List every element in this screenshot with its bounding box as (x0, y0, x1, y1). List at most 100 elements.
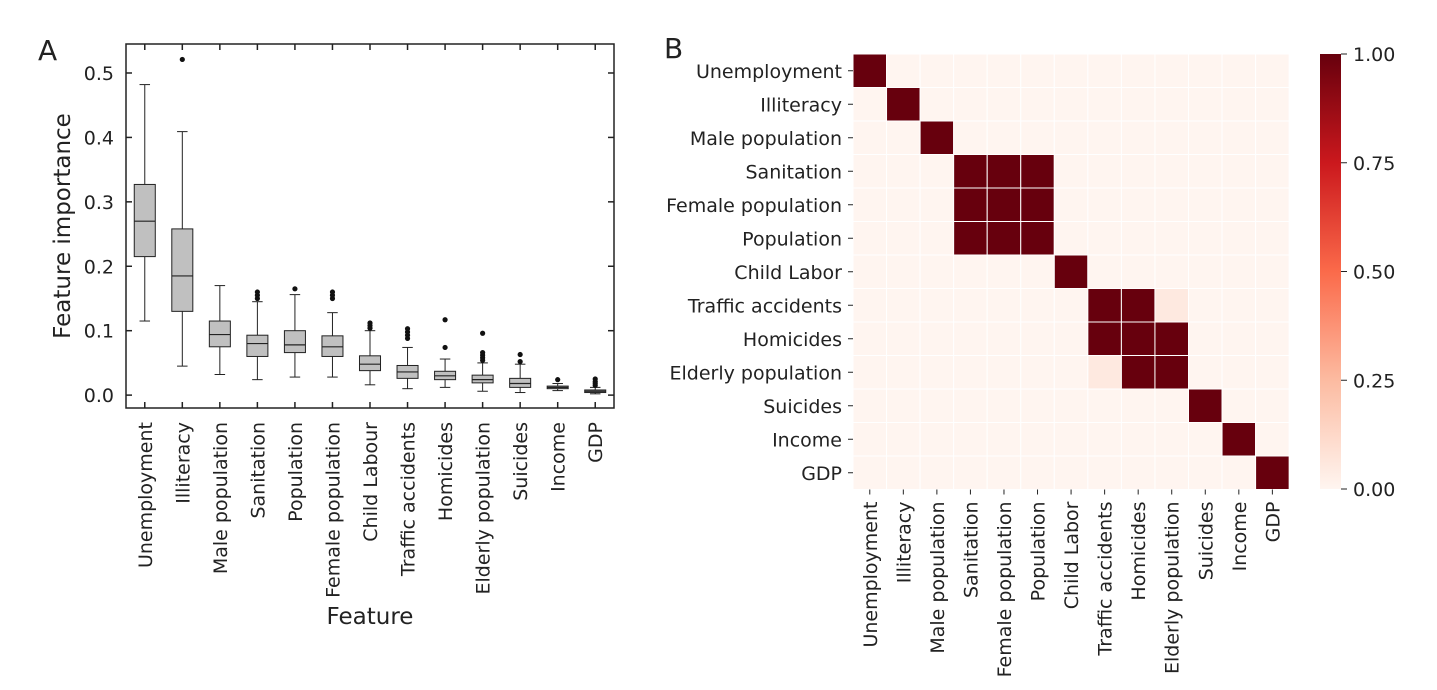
heatmap-cell (919, 120, 955, 155)
box-5 (321, 289, 344, 378)
outlier-point (442, 317, 448, 323)
heatmap-cell (1053, 254, 1089, 289)
y-tick-label: Female population (666, 195, 842, 217)
outlier-point (292, 286, 298, 292)
x-tick-label: Traffic accidents (398, 422, 420, 577)
heatmap-cell (986, 120, 1022, 155)
panel-b-x-labels: Unemployment Illiteracy Male population San… (860, 489, 1284, 677)
x-tick-label: Suicides (1195, 502, 1217, 581)
outlier-point (517, 359, 523, 365)
heatmap-cell (886, 422, 921, 457)
heatmap-cell (1120, 355, 1156, 390)
heatmap-cell (1221, 355, 1257, 390)
heatmap-cell (1053, 455, 1089, 490)
y-tick-label: Population (742, 228, 842, 250)
heatmap-cell (1087, 355, 1122, 390)
heatmap-cell (1020, 221, 1055, 256)
y-tick-label: Child Labor (734, 262, 842, 284)
x-tick-label: Homicides (1128, 502, 1150, 601)
y-tick-label: 0.0 (84, 385, 114, 407)
box-iqr (358, 355, 382, 372)
x-tick-label: Income (1229, 502, 1251, 572)
heatmap-cell (1188, 154, 1223, 189)
panel-b-colorbar: 0.00 0.25 0.50 0.75 1.00 (1320, 44, 1395, 501)
x-tick-label: Illiteracy (172, 422, 194, 504)
y-tick-label: Homicides (743, 329, 842, 351)
heatmap-cell (1020, 154, 1055, 189)
heatmap-cell (886, 254, 921, 289)
box-iqr (246, 334, 269, 357)
heatmap-cell (1255, 288, 1290, 323)
panel-a-boxes (133, 56, 607, 395)
heatmap-cell (1255, 154, 1290, 189)
heatmap-cell (1120, 87, 1156, 122)
heatmap-cell (1053, 388, 1089, 423)
heatmap-cell (1221, 455, 1257, 490)
x-tick-label: Sanitation (247, 422, 269, 519)
heatmap-cell (1221, 422, 1257, 457)
y-tick-label: GDP (801, 463, 842, 485)
heatmap-cell (986, 355, 1022, 390)
heatmap-cell (886, 187, 921, 222)
heatmap-cell (1188, 221, 1223, 256)
heatmap-cell (1020, 87, 1055, 122)
heatmap-cell (1221, 154, 1257, 189)
heatmap-cell (986, 254, 1022, 289)
heatmap-cell (1154, 53, 1189, 88)
heatmap-cell (886, 154, 921, 189)
heatmap-cell (1188, 455, 1223, 490)
x-tick-label: Elderly population (473, 422, 495, 595)
heatmap-cell (1188, 187, 1223, 222)
heatmap-cell (886, 120, 921, 155)
heatmap-cell (1255, 254, 1290, 289)
box-iqr (509, 377, 532, 388)
x-tick-label: Elderly population (1162, 502, 1184, 675)
x-tick-label: Sanitation (960, 502, 982, 599)
heatmap-cell (1188, 388, 1223, 423)
x-tick-label: Unemployment (135, 422, 157, 568)
heatmap-cell (1221, 254, 1257, 289)
outlier-point (367, 320, 373, 326)
x-tick-label: Suicides (510, 422, 532, 501)
box-iqr (208, 320, 231, 348)
box-iqr (283, 330, 306, 354)
heatmap-cell (919, 288, 955, 323)
heatmap-cell (1087, 388, 1122, 423)
heatmap-cell (852, 321, 888, 356)
heatmap-cell (1255, 388, 1290, 423)
heatmap-cell (852, 355, 888, 390)
heatmap-cell (919, 221, 955, 256)
box-0 (133, 84, 156, 322)
heatmap-cell (1255, 53, 1290, 88)
heatmap-cell (1120, 120, 1156, 155)
heatmap-cell (1053, 87, 1089, 122)
heatmap-cell (1020, 455, 1055, 490)
outlier-point (179, 56, 185, 63)
box-11 (546, 377, 569, 392)
heatmap-cell (1221, 388, 1257, 423)
heatmap-cell (1020, 422, 1055, 457)
heatmap-cell (953, 254, 988, 289)
heatmap-cell (953, 355, 988, 390)
outlier-point (442, 344, 448, 351)
colorbar-tick-label: 0.75 (1353, 153, 1395, 175)
panel-a-label: A (38, 34, 57, 67)
x-tick-label: Child Labor (1061, 501, 1083, 609)
heatmap-cell (1221, 53, 1257, 88)
heatmap-cell (1020, 321, 1055, 356)
y-tick-label: Elderly population (669, 362, 842, 384)
heatmap-cell (1154, 388, 1189, 423)
heatmap-cell (1154, 221, 1189, 256)
x-tick-label: Male population (210, 422, 232, 574)
y-tick-label: Income (772, 429, 842, 451)
box-iqr (171, 228, 194, 312)
box-6 (358, 320, 382, 386)
box-2 (208, 285, 231, 375)
y-tick-label: Unemployment (696, 61, 842, 83)
heatmap-cell (1120, 455, 1156, 490)
heatmap-cell (953, 53, 988, 88)
heatmap-cell (986, 388, 1022, 423)
panel-b-cells (852, 53, 1290, 490)
heatmap-cell (886, 321, 921, 356)
heatmap-cell (1020, 388, 1055, 423)
